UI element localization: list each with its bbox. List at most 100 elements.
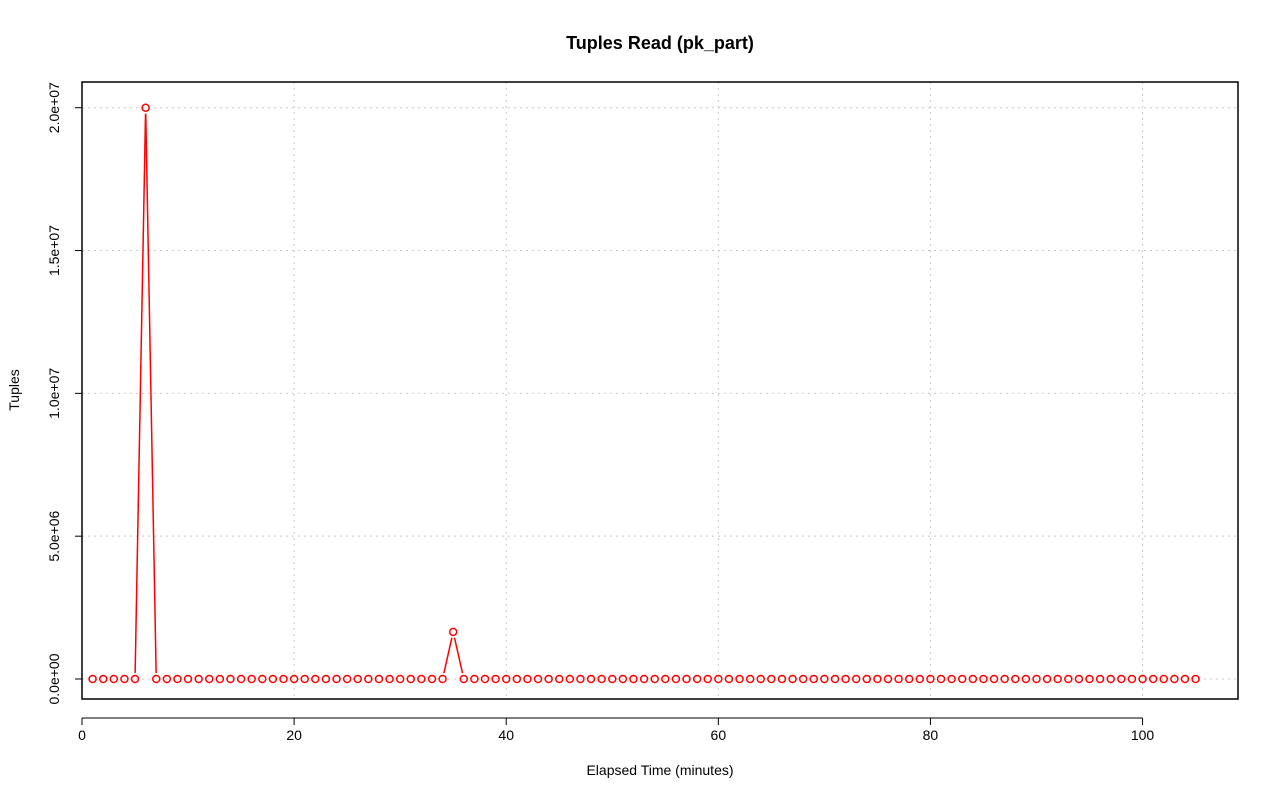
data-point [406,674,416,684]
series-segment [144,113,157,674]
data-point [1106,674,1115,684]
data-point [247,674,256,684]
data-point [321,674,331,684]
data-point [1191,674,1200,684]
data-point [544,674,553,684]
data-point [1085,674,1094,684]
data-point [533,674,543,684]
data-point [1000,674,1009,684]
data-point [1074,674,1084,684]
data-point [692,674,702,684]
data-point [1032,674,1041,684]
y-tick-label: 0.0e+00 [46,653,62,704]
data-point [724,674,734,684]
data-point [427,674,437,684]
data-point [809,674,819,684]
data-point [1148,674,1158,684]
x-axis-label: Elapsed Time (minutes) [586,762,733,778]
x-tick-label: 40 [498,727,514,743]
data-point [904,674,914,684]
data-point [618,674,628,684]
data-point [767,674,776,684]
data-point [608,674,617,684]
data-point [258,674,267,684]
data-point [851,674,861,684]
chart-title: Tuples Read (pk_part) [566,33,754,53]
data-point [470,674,479,684]
data-point [194,674,203,684]
data-point [205,674,214,684]
data-point [342,674,352,684]
data-point [777,674,787,684]
y-axis: 0.0e+00 5.0e+06 1.0e+07 1.5e+07 2.0e+07 [46,82,83,705]
data-point [491,674,500,684]
data-point [120,674,129,684]
data-point [480,674,490,684]
data-point [798,674,808,684]
data-point [883,674,893,684]
data-point [130,674,140,684]
data-point [268,674,278,684]
data-point [873,674,882,684]
data-point [841,674,850,684]
series-segment [134,113,147,674]
data-point [374,674,384,684]
data-point [830,674,840,684]
series-layer [88,103,1200,684]
y-tick-label: 5.0e+06 [46,510,62,561]
data-point [279,674,288,684]
y-axis-label: Tuples [6,369,22,411]
data-point [523,674,532,684]
series-segment [443,637,453,674]
data-point [109,674,119,684]
data-point [958,674,967,684]
data-point [597,674,606,684]
data-point [395,674,405,684]
y-tick-label: 1.5e+07 [46,225,62,276]
data-point [364,674,373,684]
data-point [98,674,108,684]
data-point [311,674,320,684]
data-point [1180,674,1190,684]
data-point [1042,674,1052,684]
data-point [1064,674,1073,684]
data-point [671,674,681,684]
data-point [353,674,362,684]
data-point [650,674,659,684]
data-point [173,674,182,684]
data-point [1011,674,1020,684]
data-point [968,674,978,684]
data-point [501,674,511,684]
series-segment [453,637,464,674]
data-point [1053,674,1062,684]
data-point [332,674,341,684]
data-point [1159,674,1169,684]
data-point [162,674,172,684]
data-point [979,674,988,684]
data-point [735,674,744,684]
x-tick-label: 60 [711,727,727,743]
data-point [926,674,935,684]
data-point [936,674,946,684]
y-tick-label: 1.0e+07 [46,368,62,419]
data-point [289,674,299,684]
data-point [1127,674,1137,684]
data-point [1138,674,1147,684]
x-axis: 0 20 40 60 80 100 [78,717,1155,743]
x-tick-label: 100 [1131,727,1155,743]
data-point [151,674,161,684]
data-point [788,674,797,684]
data-point [417,674,426,684]
data-point [586,674,596,684]
data-point [300,674,309,684]
data-point [915,674,925,684]
data-point [894,674,903,684]
data-point [385,674,394,684]
y-tick-label: 2.0e+07 [46,82,62,133]
x-tick-label: 80 [923,727,939,743]
data-point [88,674,97,684]
data-point [226,674,235,684]
data-point [448,627,458,637]
data-point [141,103,150,112]
